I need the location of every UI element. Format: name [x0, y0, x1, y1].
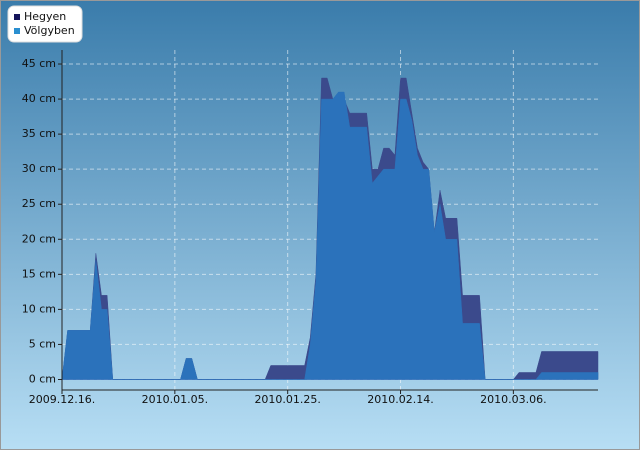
x-tick-label: 2010.01.05.	[142, 393, 208, 406]
area	[61, 91, 599, 380]
legend-swatch	[14, 28, 20, 34]
y-tick-label: 20 cm	[22, 232, 56, 245]
y-tick-label: 25 cm	[22, 197, 56, 210]
x-tick-label: 2010.02.14.	[367, 393, 433, 406]
y-tick-label: 40 cm	[22, 92, 56, 105]
y-tick-label: 15 cm	[22, 267, 56, 280]
y-tick-label: 10 cm	[22, 302, 56, 315]
y-tick-label: 35 cm	[22, 127, 56, 140]
legend-box	[7, 5, 83, 43]
y-tick-label: 5 cm	[29, 337, 56, 350]
legend-label: Völgyben	[24, 24, 75, 37]
y-tick-label: 30 cm	[22, 162, 56, 175]
y-tick-label: 0 cm	[29, 372, 56, 385]
legend-swatch	[14, 14, 20, 20]
legend-label: Hegyen	[24, 10, 66, 23]
x-tick-label: 2009.12.16.	[29, 393, 95, 406]
x-tick-label: 2010.03.06.	[480, 393, 546, 406]
y-tick-label: 45 cm	[22, 57, 56, 70]
x-tick-label: 2010.01.25.	[254, 393, 320, 406]
